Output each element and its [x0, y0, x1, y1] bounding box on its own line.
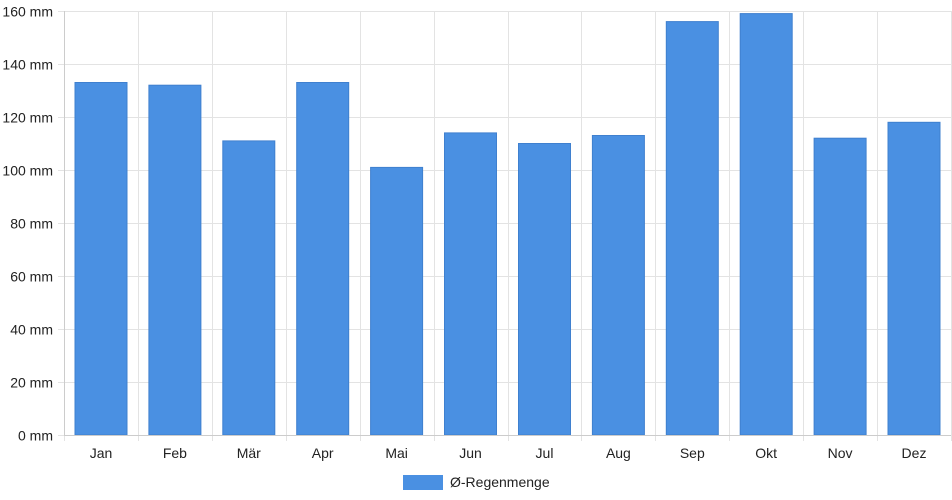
bar-jan[interactable] [74, 82, 128, 436]
y-tick-label: 140 mm [2, 57, 53, 73]
bar-apr[interactable] [296, 82, 350, 436]
x-tick-label: Aug [606, 445, 631, 461]
y-tick-label: 80 mm [10, 216, 53, 232]
x-tick-label: Jan [90, 445, 113, 461]
bar-jul[interactable] [518, 143, 571, 436]
bar-nov[interactable] [813, 137, 867, 436]
y-tick-label: 60 mm [10, 269, 53, 285]
x-tick-label: Feb [163, 445, 187, 461]
y-tick-label: 20 mm [10, 375, 53, 391]
y-tick-label: 40 mm [10, 322, 53, 338]
axes [64, 11, 951, 436]
bar-sep[interactable] [665, 21, 719, 436]
x-tick-label: Dez [902, 445, 927, 461]
y-axis-tick-labels: 0 mm 20 mm 40 mm 60 mm 80 mm 100 mm 120 mm 140 … [2, 4, 53, 444]
bar-feb[interactable] [148, 84, 202, 436]
bar-mai[interactable] [370, 166, 424, 436]
bar-aug[interactable] [591, 135, 645, 436]
legend-swatch[interactable] [403, 475, 443, 490]
y-tick-label: 160 mm [2, 4, 53, 20]
x-tick-label: Mär [237, 445, 261, 461]
x-tick-label: Jul [536, 445, 554, 461]
bar-series [74, 13, 941, 436]
x-axis-tick-labels: Jan Feb Mär Apr Mai Jun Jul Aug Sep Okt Nov Dez [90, 445, 927, 461]
y-tick-label: 120 mm [2, 110, 53, 126]
x-tick-label: Jun [459, 445, 482, 461]
legend-label[interactable]: Ø-Regenmenge [450, 474, 550, 490]
bar-dez[interactable] [887, 121, 941, 436]
x-tick-label: Mai [385, 445, 408, 461]
y-tick-label: 100 mm [2, 163, 53, 179]
x-tick-label: Okt [755, 445, 777, 461]
bar-mär[interactable] [222, 140, 276, 436]
x-tick-label: Apr [312, 445, 334, 461]
bar-jun[interactable] [444, 132, 497, 436]
x-tick-label: Sep [680, 445, 705, 461]
legend[interactable]: Ø-Regenmenge [403, 474, 550, 490]
bar-okt[interactable] [739, 13, 793, 436]
x-tick-label: Nov [828, 445, 853, 461]
y-tick-label: 0 mm [18, 428, 53, 444]
